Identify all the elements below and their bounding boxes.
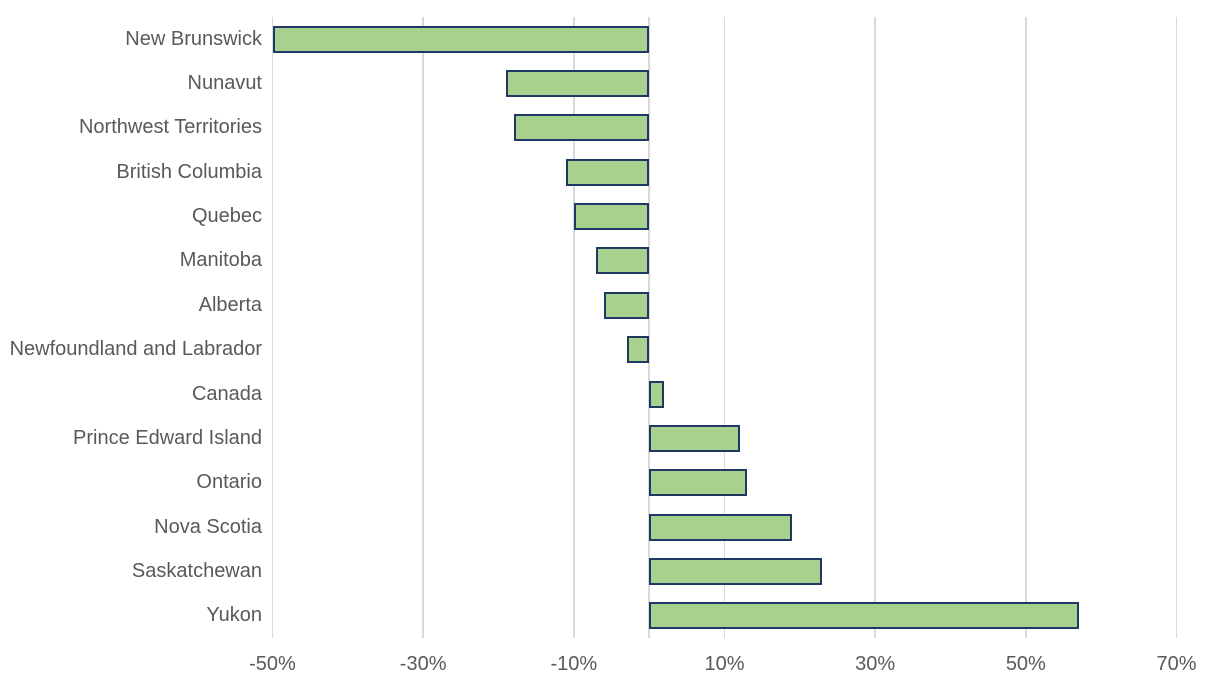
bar-nunavut — [506, 70, 650, 98]
category-label-canada: Canada — [191, 382, 262, 405]
gridline-30% — [874, 17, 876, 638]
category-label-new-brunswick: New Brunswick — [125, 27, 262, 50]
gridline-10% — [723, 17, 726, 638]
bar-canada — [649, 380, 665, 408]
gridline--30% — [422, 17, 424, 638]
category-label-quebec: Quebec — [191, 205, 262, 228]
category-label-nova-scotia: Nova Scotia — [154, 515, 262, 538]
bar-quebec — [573, 203, 650, 231]
x-tick-label--10%: -10% — [550, 653, 598, 675]
category-label-british-columbia: British Columbia — [116, 160, 262, 183]
bar-northwest-territories — [513, 114, 650, 142]
bar-new-brunswick — [272, 25, 650, 53]
gridline--10% — [573, 17, 575, 638]
category-label-saskatchewan: Saskatchewan — [131, 559, 262, 582]
category-label-northwest-territories: Northwest Territories — [78, 116, 262, 139]
bar-saskatchewan — [649, 557, 823, 585]
bar-ontario — [649, 469, 748, 497]
gridline-70% — [1175, 17, 1178, 638]
bar-alberta — [603, 291, 650, 319]
bar-yukon — [649, 602, 1079, 630]
category-label-manitoba: Manitoba — [179, 249, 262, 272]
bar-prince-edward-island — [649, 424, 740, 452]
x-tick-label-50%: 50% — [1005, 653, 1046, 675]
x-tick-label-10%: 10% — [704, 653, 745, 675]
gridline--50% — [271, 17, 274, 638]
bar-british-columbia — [566, 158, 650, 186]
category-label-newfoundland-and-labrador: Newfoundland and Labrador — [9, 338, 262, 361]
gridline-50% — [1025, 17, 1027, 638]
bar-nova-scotia — [649, 513, 793, 541]
x-tick-label-70%: 70% — [1156, 653, 1197, 675]
x-tick-label--50%: -50% — [249, 653, 296, 675]
category-label-nunavut: Nunavut — [187, 72, 263, 95]
category-label-prince-edward-island: Prince Edward Island — [73, 426, 262, 449]
bar-manitoba — [596, 247, 650, 275]
category-label-ontario: Ontario — [196, 471, 262, 494]
bar-newfoundland-and-labrador — [626, 336, 650, 364]
category-label-yukon: Yukon — [206, 604, 262, 627]
category-label-alberta: Alberta — [198, 293, 262, 316]
x-tick-label-30%: 30% — [855, 653, 896, 675]
x-tick-label--30%: -30% — [399, 653, 447, 675]
zero-axis-line — [648, 17, 651, 638]
